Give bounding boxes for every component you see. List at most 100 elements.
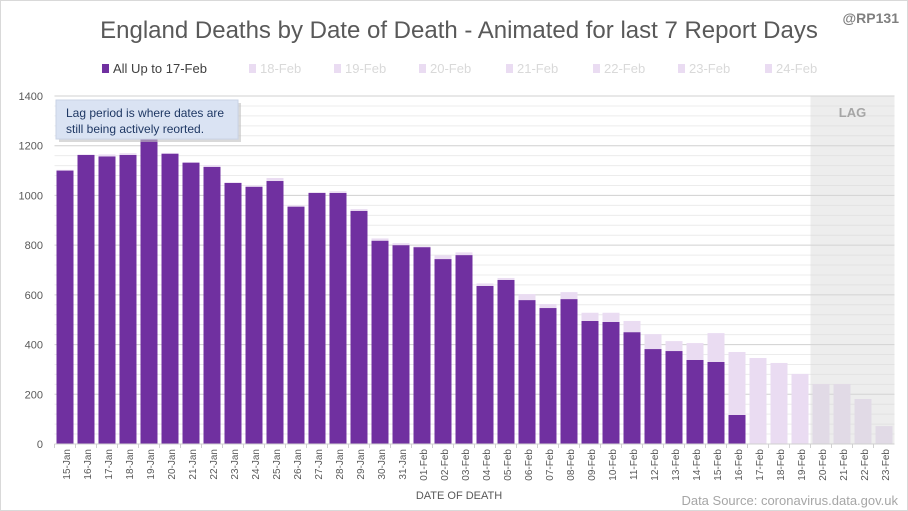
bar-27-Jan-main: [308, 192, 326, 444]
legend-swatch: [334, 64, 341, 73]
bar-28-Jan-additional: [329, 191, 347, 193]
y-tick-label: 400: [25, 340, 43, 352]
bar-18-Jan-additional: [119, 153, 137, 155]
bar-15-Jan-main: [56, 170, 74, 445]
callout-line-2: still being actively reorted.: [66, 122, 204, 136]
bar-04-Feb-main: [476, 285, 494, 444]
bar-22-Feb-additional: [854, 399, 872, 444]
bar-25-Jan-main: [266, 181, 284, 445]
bar-19-Jan-main: [140, 138, 158, 444]
bar-28-Jan-main: [329, 192, 347, 444]
bar-18-Feb-additional: [770, 362, 788, 444]
bar-23-Jan-main: [224, 183, 242, 444]
x-tick-label: 25-Jan: [272, 449, 283, 480]
bar-01-Feb-main: [413, 247, 431, 444]
bar-14-Feb-main: [686, 359, 704, 444]
legend-label: 23-Feb: [689, 61, 730, 76]
bar-10-Feb-main: [602, 321, 620, 444]
bar-22-Jan-main: [203, 166, 221, 445]
x-axis-title: DATE OF DEATH: [416, 490, 502, 502]
x-tick-label: 31-Jan: [398, 449, 409, 480]
bar-14-Feb-additional: [686, 343, 704, 360]
y-tick-label: 800: [25, 240, 43, 252]
bar-27-Jan-additional: [308, 192, 326, 193]
x-tick-label: 11-Feb: [629, 449, 640, 480]
legend-label: 20-Feb: [430, 61, 471, 76]
x-tick-label: 17-Feb: [755, 449, 766, 481]
bar-30-Jan-additional: [371, 238, 389, 241]
x-tick-label: 27-Jan: [314, 449, 325, 480]
x-tick-label: 19-Jan: [146, 449, 157, 480]
legend-label: 22-Feb: [604, 61, 645, 76]
bar-11-Feb-additional: [623, 320, 641, 333]
x-tick-label: 21-Feb: [839, 449, 850, 481]
x-tick-label: 23-Feb: [881, 449, 892, 481]
x-tick-label: 21-Jan: [188, 449, 199, 480]
x-tick-label: 05-Feb: [503, 449, 514, 481]
bar-29-Jan-main: [350, 210, 368, 444]
x-tick-label: 18-Feb: [776, 449, 787, 481]
bar-09-Feb-main: [581, 320, 599, 444]
bar-11-Feb-main: [623, 332, 641, 444]
bar-02-Feb-additional: [434, 255, 452, 260]
x-tick-label: 15-Jan: [62, 449, 73, 480]
x-tick-label: 19-Feb: [797, 449, 808, 481]
x-tick-label: 17-Jan: [104, 449, 115, 480]
y-tick-label: 1000: [19, 190, 43, 202]
x-tick-label: 02-Feb: [440, 449, 451, 481]
bar-10-Feb-additional: [602, 312, 620, 322]
x-tick-label: 07-Feb: [545, 449, 556, 481]
x-tick-label: 09-Feb: [587, 449, 598, 481]
x-tick-label: 14-Feb: [692, 449, 703, 481]
x-tick-label: 04-Feb: [482, 449, 493, 481]
bar-16-Jan-main: [77, 154, 95, 444]
x-tick-label: 23-Jan: [230, 449, 241, 480]
legend-label: All Up to 17-Feb: [113, 61, 207, 76]
x-tick-label: 13-Feb: [671, 449, 682, 481]
bar-07-Feb-main: [539, 308, 557, 444]
x-tick-label: 29-Jan: [356, 449, 367, 480]
lag-region: LAG: [810, 96, 895, 444]
bar-26-Jan-additional: [287, 205, 305, 207]
x-tick-label: 28-Jan: [335, 449, 346, 480]
bar-02-Feb-main: [434, 259, 452, 444]
bar-21-Jan-main: [182, 162, 200, 445]
bar-08-Feb-main: [560, 299, 578, 444]
bar-15-Feb-additional: [707, 333, 725, 362]
bar-20-Feb-additional: [812, 384, 830, 444]
legend-swatch: [678, 64, 685, 73]
x-axis: 15-Jan 16-Jan 17-Jan 18-Jan 19-Jan 20-Jan 21-J…: [54, 443, 895, 481]
bar-12-Feb-additional: [644, 334, 662, 350]
y-tick-label: 1400: [19, 91, 43, 103]
bar-25-Jan-additional: [266, 178, 284, 182]
legend-label: 19-Feb: [345, 61, 386, 76]
legend-swatch: [249, 64, 256, 73]
x-tick-label: 22-Feb: [860, 449, 871, 481]
lag-shading: [810, 96, 895, 444]
bar-17-Jan-additional: [98, 154, 116, 157]
bar-06-Feb-main: [518, 300, 536, 444]
handle-label: @RP131: [843, 10, 900, 26]
legend-swatch: [593, 64, 600, 73]
bar-13-Feb-main: [665, 351, 683, 444]
x-tick-label: 30-Jan: [377, 449, 388, 480]
bar-05-Feb-main: [497, 279, 515, 444]
callout-box: Lag period is where dates are still bein…: [55, 99, 241, 142]
x-tick-label: 15-Feb: [713, 449, 724, 481]
y-axis: 0 200 400 600 800 1000 1200 1400: [19, 91, 43, 451]
bar-29-Jan-additional: [350, 209, 368, 211]
x-tick-label: 16-Jan: [83, 449, 94, 480]
bar-04-Feb-additional: [476, 283, 494, 286]
x-tick-label: 01-Feb: [419, 449, 430, 481]
legend-swatch: [506, 64, 513, 73]
bar-03-Feb-main: [455, 255, 473, 444]
chart-title: England Deaths by Date of Death - Animat…: [100, 17, 818, 44]
x-tick-label: 22-Jan: [209, 449, 220, 480]
legend-swatch: [102, 64, 109, 73]
bar-13-Feb-additional: [665, 341, 683, 352]
bar-16-Feb-main: [728, 414, 746, 444]
x-tick-label: 24-Jan: [251, 449, 262, 480]
legend: All Up to 17-Feb 18-Feb 19-Feb 20-Feb 21-Feb…: [102, 61, 817, 76]
